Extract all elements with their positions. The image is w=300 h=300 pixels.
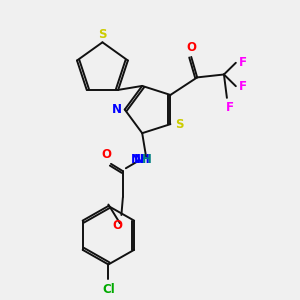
Text: S: S [98,28,107,41]
Text: O: O [112,219,122,232]
Text: S: S [175,118,183,130]
Text: O: O [186,41,196,54]
Text: Cl: Cl [102,284,115,296]
Text: F: F [239,56,247,69]
Text: N: N [112,103,122,116]
Text: O: O [101,148,112,161]
Text: NH: NH [131,153,151,166]
Text: F: F [239,80,247,93]
Text: N: N [134,153,144,166]
Text: H: H [142,153,152,166]
Text: F: F [226,101,234,114]
